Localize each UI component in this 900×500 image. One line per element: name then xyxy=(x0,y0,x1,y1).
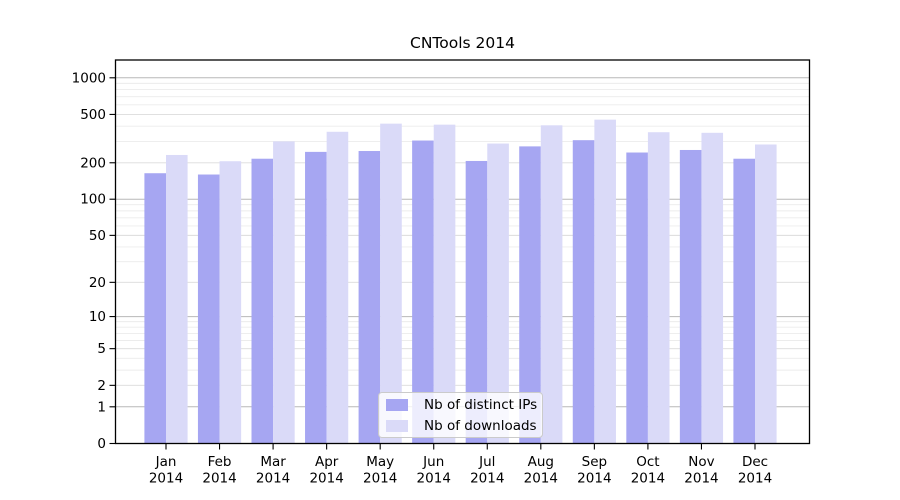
bar-distinct-ips xyxy=(679,149,702,444)
bar-downloads xyxy=(487,143,509,444)
x-tick-label: 2014 xyxy=(631,471,665,487)
bar-downloads xyxy=(433,124,456,444)
y-tick-label: 20 xyxy=(89,275,106,291)
x-tick-label: Nov xyxy=(688,454,714,470)
legend-swatch-distinct-ips xyxy=(386,398,408,411)
bar-downloads xyxy=(166,154,188,444)
legend-item-distinct-ips: Nb of distinct IPs xyxy=(386,396,538,413)
x-tick-label: Jun xyxy=(422,454,444,470)
legend: Nb of distinct IPs Nb of downloads xyxy=(378,392,543,438)
x-tick-label: Feb xyxy=(208,454,232,470)
bar-distinct-ips xyxy=(465,160,488,444)
x-tick-label: 2014 xyxy=(524,471,558,487)
x-tick-label: Mar xyxy=(260,454,286,470)
bar-distinct-ips xyxy=(412,140,434,444)
bar-distinct-ips xyxy=(251,158,274,444)
bar-downloads xyxy=(755,144,777,444)
x-tick-label: Sep xyxy=(582,454,607,470)
x-tick-label: 2014 xyxy=(363,471,397,487)
y-tick-label: 1000 xyxy=(72,70,106,86)
bar-downloads xyxy=(647,132,670,444)
bar-downloads xyxy=(540,125,563,444)
bar-distinct-ips xyxy=(733,158,755,444)
x-tick-label: 2014 xyxy=(309,471,343,487)
y-tick-label: 50 xyxy=(89,228,106,244)
x-tick-label: Apr xyxy=(315,454,339,470)
chart-title: CNTools 2014 xyxy=(410,34,515,52)
x-tick-label: 2014 xyxy=(684,471,718,487)
x-tick-label: Jan xyxy=(155,454,177,470)
x-tick-label: 2014 xyxy=(577,471,611,487)
x-tick-label: 2014 xyxy=(470,471,504,487)
legend-label-distinct-ips: Nb of distinct IPs xyxy=(424,396,538,413)
x-tick-label: 2014 xyxy=(417,471,451,487)
bar-downloads xyxy=(273,141,295,444)
x-tick-label: May xyxy=(366,454,394,470)
y-tick-label: 5 xyxy=(97,341,106,357)
legend-swatch-downloads xyxy=(386,419,408,432)
y-tick-label: 2 xyxy=(97,378,106,394)
legend-item-downloads: Nb of downloads xyxy=(386,417,537,434)
bar-distinct-ips xyxy=(197,174,220,444)
plot-border xyxy=(114,59,811,445)
x-tick-label: Aug xyxy=(528,454,554,470)
x-tick-label: 2014 xyxy=(256,471,290,487)
legend-label-downloads: Nb of downloads xyxy=(424,417,537,434)
bar-distinct-ips xyxy=(519,146,541,444)
bar-downloads xyxy=(380,123,402,444)
x-tick-label: Jul xyxy=(478,454,495,470)
x-tick-label: Dec xyxy=(742,454,768,470)
bar-downloads xyxy=(701,132,724,444)
y-tick-label: 1 xyxy=(97,399,106,415)
x-tick-label: 2014 xyxy=(202,471,236,487)
y-tick-label: 100 xyxy=(80,192,106,208)
x-tick-label: 2014 xyxy=(738,471,772,487)
bar-downloads xyxy=(594,119,616,444)
x-tick-label: 2014 xyxy=(149,471,183,487)
bar-distinct-ips xyxy=(572,140,595,444)
x-tick-label: Oct xyxy=(636,454,659,470)
y-tick-label: 0 xyxy=(97,436,106,452)
bar-distinct-ips xyxy=(144,173,166,444)
bar-distinct-ips xyxy=(626,152,648,444)
bar-downloads xyxy=(326,131,349,444)
y-tick-label: 10 xyxy=(89,309,106,325)
bar-distinct-ips xyxy=(358,151,381,444)
y-tick-label: 500 xyxy=(80,107,106,123)
y-tick-label: 200 xyxy=(80,155,106,171)
bar-distinct-ips xyxy=(305,151,327,444)
bar-downloads xyxy=(219,161,242,444)
